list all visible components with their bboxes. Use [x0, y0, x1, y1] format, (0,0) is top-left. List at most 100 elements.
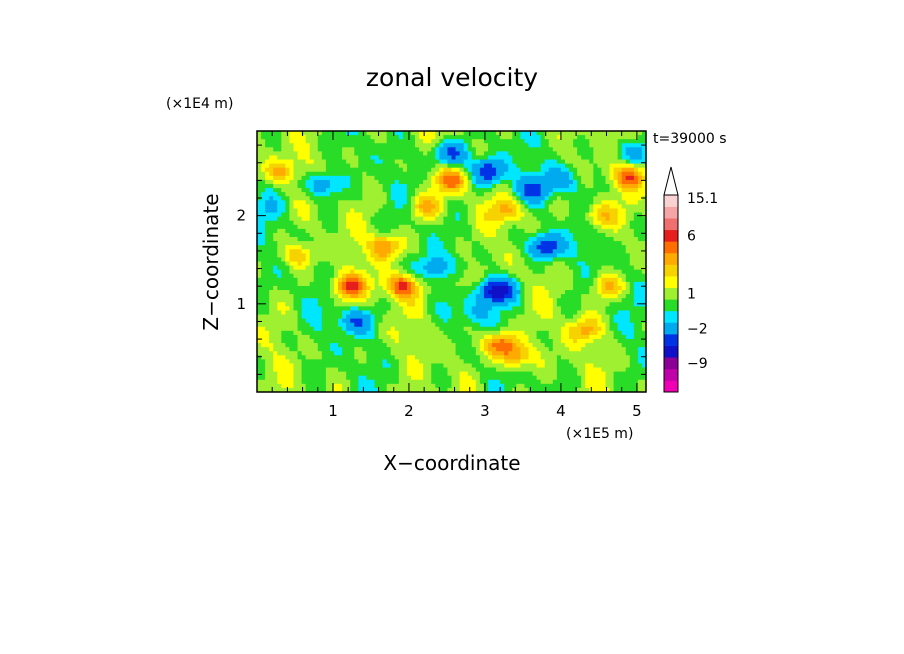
field-cell: [378, 163, 384, 169]
field-cell: [536, 220, 542, 226]
field-cell: [265, 249, 270, 254]
field-cell: [483, 155, 489, 161]
field-cell: [281, 281, 286, 287]
field-cell: [257, 334, 262, 340]
field-cell: [504, 216, 509, 222]
field-cell: [451, 200, 457, 206]
field-cell: [439, 241, 444, 246]
field-cell: [374, 302, 380, 307]
field-cell: [621, 322, 627, 328]
field-cell: [443, 188, 449, 193]
field-cell: [459, 261, 465, 267]
field-cell: [398, 131, 404, 136]
field-cell: [346, 294, 351, 299]
field-cell: [301, 179, 307, 185]
field-cell: [564, 216, 570, 222]
field-cell: [301, 228, 307, 234]
field-cell: [613, 261, 619, 267]
field-cell: [350, 273, 355, 279]
field-cell: [512, 184, 517, 189]
field-cell: [309, 143, 315, 148]
field-cell: [350, 290, 355, 295]
field-cell: [492, 175, 497, 181]
field-cell: [394, 167, 400, 173]
field-cell: [329, 314, 335, 320]
field-cell: [463, 237, 469, 242]
field-cell: [479, 151, 485, 157]
field-cell: [317, 179, 323, 185]
field-cell: [487, 265, 493, 271]
field-cell: [293, 228, 299, 234]
field-cell: [641, 232, 646, 238]
field-cell: [492, 224, 497, 230]
field-cell: [625, 314, 631, 320]
field-cell: [487, 232, 493, 238]
field-cell: [524, 294, 530, 299]
field-cell: [617, 237, 623, 242]
field-cell: [309, 159, 315, 165]
field-cell: [577, 241, 582, 246]
field-cell: [415, 216, 420, 222]
field-cell: [516, 216, 521, 222]
field-cell: [451, 184, 457, 189]
field-cell: [435, 155, 440, 161]
field-cell: [605, 184, 611, 189]
field-cell: [556, 135, 562, 140]
field-cell: [431, 314, 436, 320]
field-cell: [471, 188, 477, 193]
field-cell: [516, 322, 521, 328]
field-cell: [402, 322, 408, 328]
field-cell: [528, 330, 534, 336]
field-cell: [564, 285, 570, 291]
field-cell: [496, 167, 501, 173]
field-cell: [443, 216, 449, 222]
field-cell: [504, 277, 509, 283]
field-cell: [447, 281, 453, 287]
field-cell: [467, 179, 473, 185]
field-cell: [398, 188, 404, 193]
field-cell: [386, 306, 392, 312]
field-cell: [455, 192, 461, 197]
field-cell: [556, 175, 562, 181]
field-cell: [500, 277, 505, 283]
field-cell: [370, 277, 376, 283]
field-cell: [321, 326, 327, 332]
field-cell: [293, 196, 299, 201]
field-cell: [329, 277, 335, 283]
field-cell: [394, 273, 400, 279]
field-cell: [423, 253, 428, 259]
field-cell: [564, 290, 570, 295]
field-cell: [313, 338, 319, 344]
field-cell: [496, 143, 501, 148]
field-cell: [483, 261, 489, 267]
field-cell: [593, 298, 598, 303]
field-cell: [338, 322, 343, 328]
field-cell: [342, 155, 347, 161]
field-cell: [544, 257, 550, 263]
field-cell: [325, 334, 331, 340]
field-cell: [520, 139, 526, 144]
field-cell: [532, 318, 538, 324]
field-cell: [605, 314, 611, 320]
field-cell: [552, 155, 558, 161]
field-cell: [313, 179, 319, 185]
field-cell: [536, 212, 542, 218]
field-cell: [447, 175, 453, 181]
field-cell: [410, 196, 416, 201]
field-cell: [378, 188, 384, 193]
field-cell: [621, 224, 627, 230]
field-cell: [423, 334, 428, 340]
field-cell: [625, 253, 631, 259]
field-cell: [366, 216, 372, 222]
field-cell: [609, 249, 615, 254]
field-cell: [496, 212, 501, 218]
field-cell: [617, 228, 623, 234]
field-cell: [431, 184, 436, 189]
field-cell: [504, 155, 509, 161]
field-cell: [564, 155, 570, 161]
field-cell: [329, 216, 335, 222]
field-cell: [317, 310, 323, 316]
field-cell: [528, 135, 534, 140]
field-cell: [285, 139, 291, 144]
field-cell: [273, 326, 278, 332]
